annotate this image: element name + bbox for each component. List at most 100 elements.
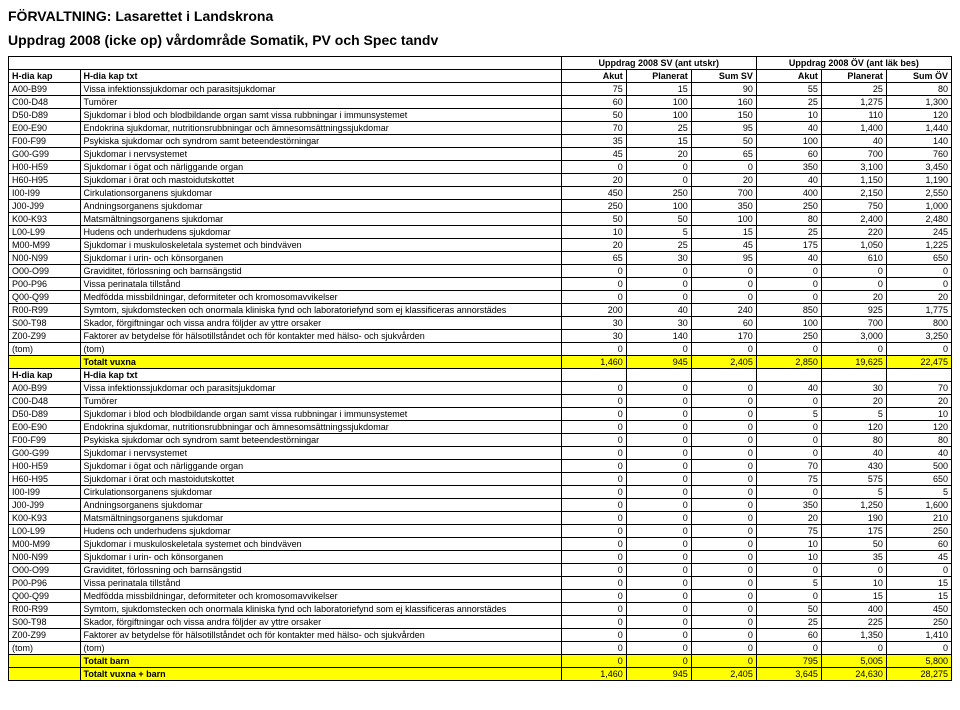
total-label: Totalt vuxna <box>80 356 561 369</box>
row-code: R00-R99 <box>9 304 81 317</box>
table-row: Q00-Q99Medfödda missbildningar, deformit… <box>9 291 952 304</box>
row-value: 0 <box>821 564 886 577</box>
row-value: 0 <box>626 291 691 304</box>
table-row: A00-B99Vissa infektionssjukdomar och par… <box>9 382 952 395</box>
row-value: 170 <box>691 330 756 343</box>
row-value: 250 <box>626 187 691 200</box>
total-label: Totalt vuxna + barn <box>80 668 561 681</box>
total-label: Totalt barn <box>80 655 561 668</box>
table-row: Z00-Z99Faktorer av betydelse för hälsoti… <box>9 629 952 642</box>
row-value: 575 <box>821 473 886 486</box>
row-desc: Tumörer <box>80 96 561 109</box>
row-value: 500 <box>886 460 951 473</box>
row-value: 50 <box>626 213 691 226</box>
row-desc: Hudens och underhudens sjukdomar <box>80 525 561 538</box>
row-value: 1,440 <box>886 122 951 135</box>
row-value: 0 <box>821 642 886 655</box>
row-code: G00-G99 <box>9 148 81 161</box>
row-desc: Sjukdomar i urin- och könsorganen <box>80 551 561 564</box>
row-value: 15 <box>821 590 886 603</box>
row-value: 5 <box>756 408 821 421</box>
row-value: 250 <box>561 200 626 213</box>
table-row: L00-L99Hudens och underhudens sjukdomar1… <box>9 226 952 239</box>
row-value: 0 <box>626 447 691 460</box>
row-desc: Graviditet, förlossning och barnsängstid <box>80 265 561 278</box>
row-desc: Andningsorganens sjukdomar <box>80 200 561 213</box>
row-value: 0 <box>691 291 756 304</box>
row-code: P00-P96 <box>9 278 81 291</box>
row-value: 15 <box>886 577 951 590</box>
row-code: H00-H59 <box>9 161 81 174</box>
row-code: N00-N99 <box>9 252 81 265</box>
row-value: 3,450 <box>886 161 951 174</box>
row-desc: Medfödda missbildningar, deformiteter oc… <box>80 590 561 603</box>
row-value: 2,480 <box>886 213 951 226</box>
row-value: 0 <box>561 460 626 473</box>
row-value: 1,300 <box>886 96 951 109</box>
row-desc: Medfödda missbildningar, deformiteter oc… <box>80 291 561 304</box>
row-value: 250 <box>756 330 821 343</box>
row-value: 20 <box>561 174 626 187</box>
row-desc: Sjukdomar i ögat och närliggande organ <box>80 161 561 174</box>
row-value: 0 <box>691 161 756 174</box>
row-value: 0 <box>756 343 821 356</box>
row-value: 160 <box>691 96 756 109</box>
row-value: 70 <box>756 460 821 473</box>
data-table: Uppdrag 2008 SV (ant utskr) Uppdrag 2008… <box>8 56 952 681</box>
row-value: 30 <box>561 317 626 330</box>
row-value: 75 <box>561 83 626 96</box>
row-value: 45 <box>691 239 756 252</box>
table-row: C00-D48Tumörer00002020 <box>9 395 952 408</box>
row-value: 0 <box>886 343 951 356</box>
row-value: 0 <box>756 447 821 460</box>
row-value: 0 <box>886 265 951 278</box>
row-value: 40 <box>821 135 886 148</box>
row-value: 350 <box>691 200 756 213</box>
row-code: Z00-Z99 <box>9 629 81 642</box>
row-desc: Psykiska sjukdomar och syndrom samt bete… <box>80 135 561 148</box>
row-value: 2,550 <box>886 187 951 200</box>
row-value: 0 <box>561 291 626 304</box>
table-row: K00-K93Matsmältningsorganens sjukdomar50… <box>9 213 952 226</box>
row-value: 0 <box>691 499 756 512</box>
row-value: 190 <box>821 512 886 525</box>
row-code: K00-K93 <box>9 512 81 525</box>
row-value: 65 <box>561 252 626 265</box>
group-header-row: Uppdrag 2008 SV (ant utskr) Uppdrag 2008… <box>9 57 952 70</box>
row-value: 65 <box>691 148 756 161</box>
row-desc: Vissa infektionssjukdomar och parasitsju… <box>80 382 561 395</box>
table-row: H60-H95Sjukdomar i örat och mastoidutsko… <box>9 174 952 187</box>
row-desc: Cirkulationsorganens sjukdomar <box>80 486 561 499</box>
row-value: 80 <box>756 213 821 226</box>
row-value: 0 <box>561 408 626 421</box>
total-cell: 945 <box>626 356 691 369</box>
row-value: 60 <box>561 96 626 109</box>
table-row: H00-H59Sjukdomar i ögat och närliggande … <box>9 460 952 473</box>
row-value: 0 <box>561 603 626 616</box>
total-cell: 2,405 <box>691 356 756 369</box>
row-value: 15 <box>626 135 691 148</box>
row-code: A00-B99 <box>9 83 81 96</box>
row-code: I00-I99 <box>9 486 81 499</box>
row-desc: Faktorer av betydelse för hälsotillstånd… <box>80 629 561 642</box>
row-code: L00-L99 <box>9 525 81 538</box>
row-value: 45 <box>886 551 951 564</box>
row-code: D50-D89 <box>9 109 81 122</box>
table-row: D50-D89Sjukdomar i blod och blodbildande… <box>9 408 952 421</box>
row-code: C00-D48 <box>9 96 81 109</box>
row-value: 2,400 <box>821 213 886 226</box>
total-cell: 1,460 <box>561 356 626 369</box>
row-desc: Vissa perinatala tillstånd <box>80 577 561 590</box>
table-row: L00-L99Hudens och underhudens sjukdomar0… <box>9 525 952 538</box>
row-value: 0 <box>561 486 626 499</box>
table-row: K00-K93Matsmältningsorganens sjukdomar00… <box>9 512 952 525</box>
row-value: 25 <box>821 83 886 96</box>
row-value: 100 <box>626 96 691 109</box>
row-desc: Matsmältningsorganens sjukdomar <box>80 512 561 525</box>
row-value: 0 <box>691 473 756 486</box>
row-desc: Sjukdomar i muskuloskeletala systemet oc… <box>80 239 561 252</box>
table-row: J00-J99Andningsorganens sjukdomar0003501… <box>9 499 952 512</box>
row-value: 0 <box>626 460 691 473</box>
row-value: 150 <box>691 109 756 122</box>
page-subtitle: Uppdrag 2008 (icke op) vårdområde Somati… <box>8 32 952 48</box>
